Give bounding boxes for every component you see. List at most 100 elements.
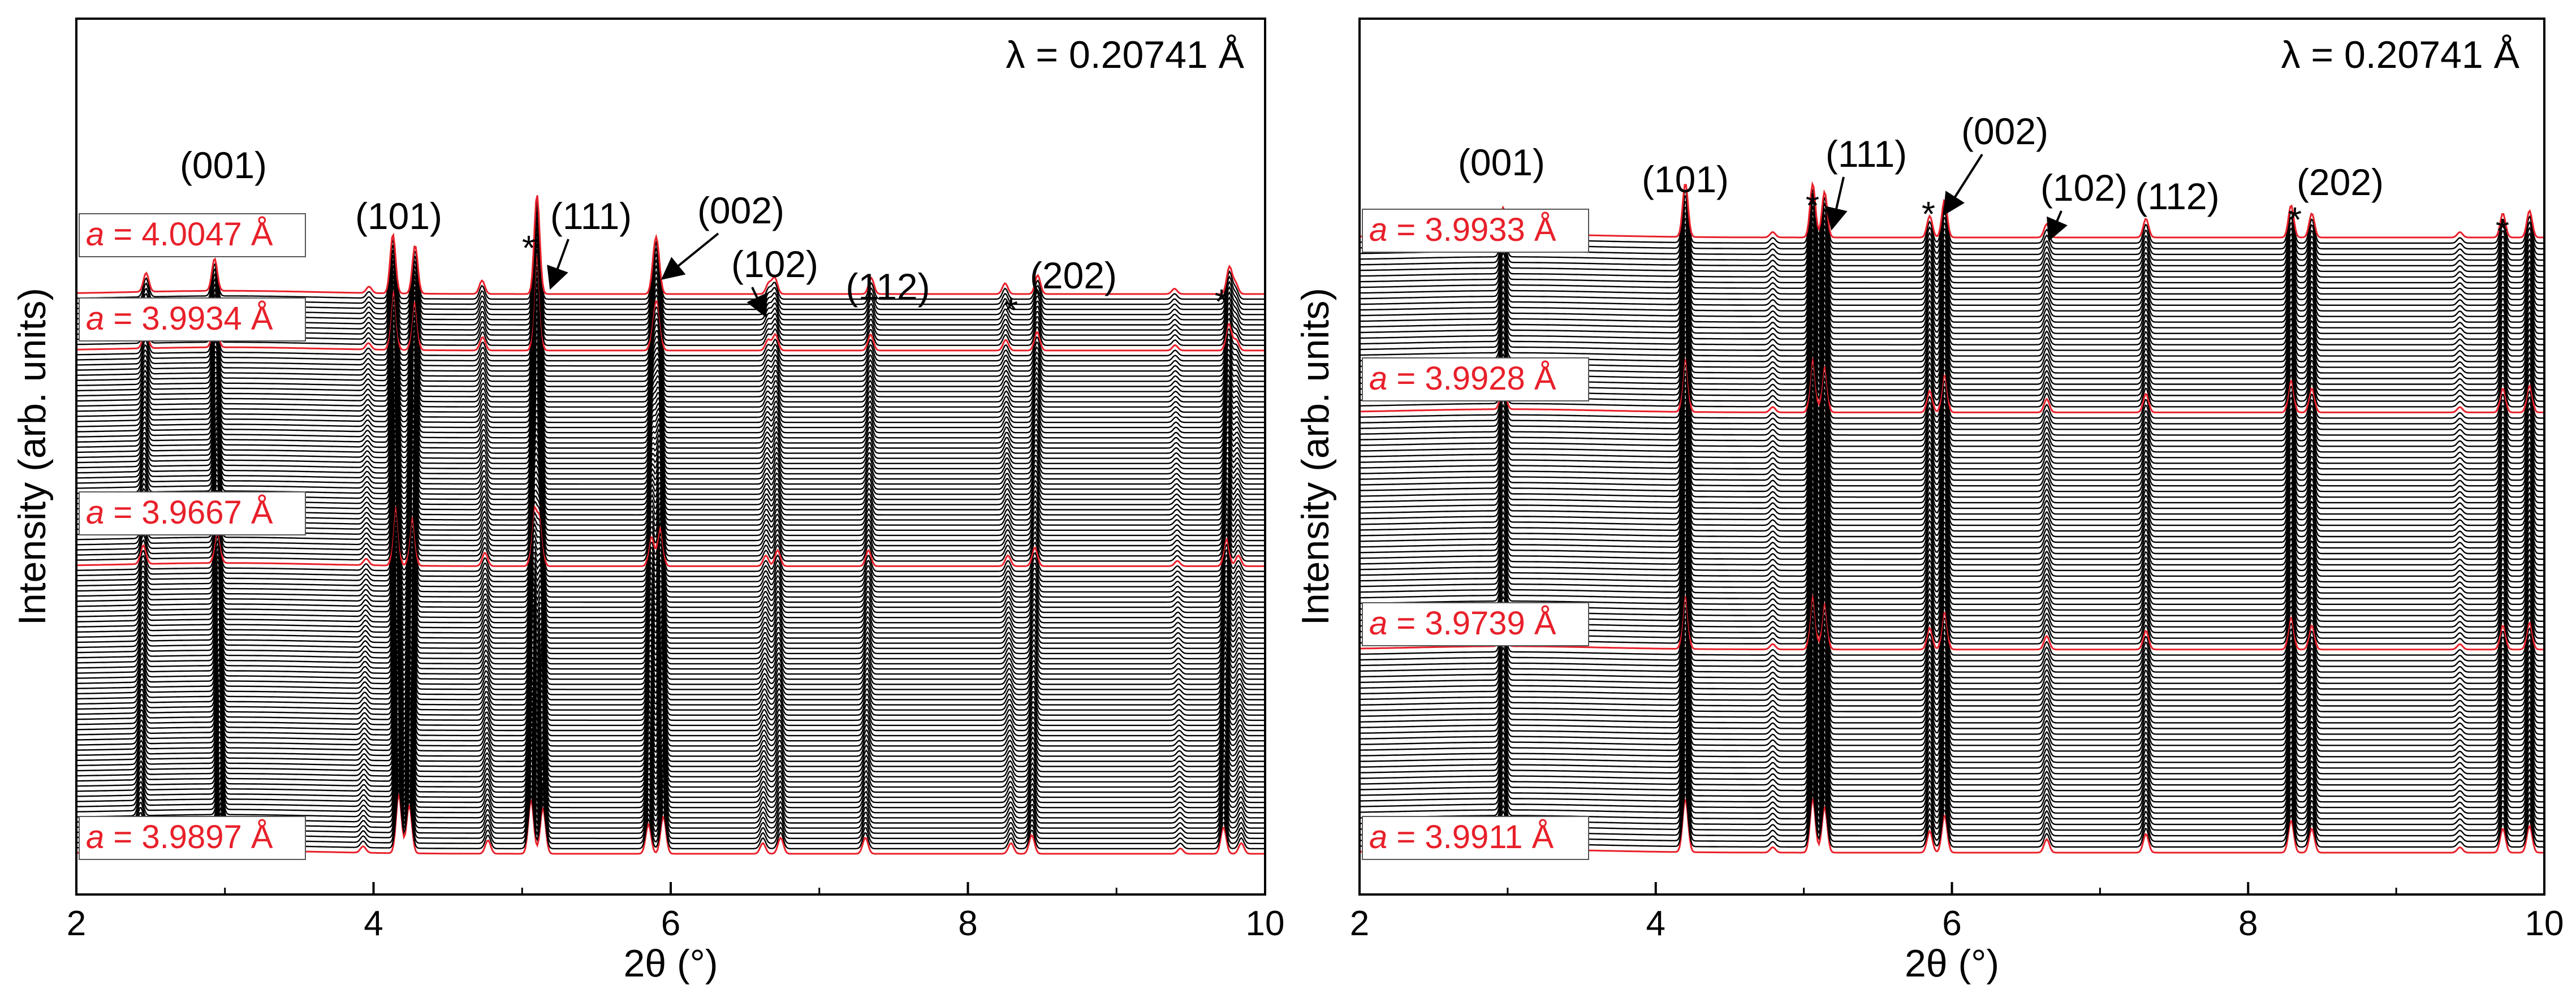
miller-index-label: (001) (1458, 141, 1545, 183)
pattern-trace (76, 200, 1265, 300)
pattern-trace (1360, 277, 2544, 334)
pattern-trace (1360, 548, 2544, 605)
pattern-trace (1360, 447, 2544, 504)
pattern-trace (76, 594, 1265, 654)
pattern-trace (76, 695, 1265, 757)
pattern-trace (76, 531, 1265, 593)
x-tick-label: 10 (2525, 904, 2564, 943)
pattern-trace (1360, 627, 2544, 684)
pattern-trace (76, 403, 1265, 480)
series-label-text: a = 3.9928 Å (1369, 360, 1556, 397)
pattern-trace (76, 701, 1265, 762)
pattern-trace (76, 712, 1265, 772)
pattern-trace (76, 681, 1265, 742)
pattern-trace (1360, 464, 2544, 521)
pattern-trace (1360, 684, 2544, 741)
pattern-trace (76, 310, 1265, 403)
series-label-box: a = 3.9897 Å (79, 816, 306, 860)
series-label-frame (1362, 209, 1589, 253)
pattern-trace (76, 322, 1265, 413)
pattern-trace (76, 366, 1265, 449)
x-tick-label: 10 (1246, 904, 1285, 943)
pattern-trace (76, 689, 1265, 752)
pattern-trace (1360, 244, 2544, 300)
pattern-trace (76, 271, 1265, 367)
pattern-trace (76, 391, 1265, 469)
pattern-trace (1360, 604, 2544, 662)
right-panel-x-ticks: 2 4 6 8 10 (1350, 882, 2564, 943)
pattern-trace (76, 329, 1265, 418)
pattern-trace (76, 584, 1265, 644)
highlighted-pattern-trace (76, 195, 1265, 295)
pattern-trace (1360, 498, 2544, 555)
pattern-trace (1360, 407, 2544, 464)
pattern-trace (76, 718, 1265, 778)
series-label-box: a = 3.9911 Å (1362, 816, 1589, 860)
pattern-trace (76, 625, 1265, 685)
left-panel-x-ticks: 2 4 6 8 10 (67, 882, 1285, 943)
pattern-trace (76, 617, 1265, 680)
miller-index-label: (112) (2135, 175, 2219, 217)
x-tick-label: 8 (958, 904, 977, 943)
pattern-trace (76, 295, 1265, 387)
left-panel-x-axis-label: 2θ (°) (623, 942, 718, 985)
pattern-trace (1360, 531, 2544, 589)
lattice-parameter-value: = 3.9897 Å (104, 819, 273, 855)
pattern-trace (76, 599, 1265, 660)
series-label-box: a = 4.0047 Å (79, 213, 306, 257)
pattern-trace (76, 639, 1265, 701)
pattern-trace (1360, 621, 2544, 678)
pattern-trace (1360, 458, 2544, 515)
pattern-trace (1360, 452, 2544, 509)
lattice-parameter-value: = 4.0047 Å (104, 216, 273, 253)
pattern-trace (76, 645, 1265, 706)
pattern-trace (1360, 390, 2544, 447)
left-panel: a = 4.0047 Åa = 3.9934 Åa = 3.9667 Åa = … (11, 18, 1285, 985)
pattern-trace (76, 397, 1265, 475)
lattice-parameter-symbol: a (86, 494, 104, 531)
pattern-trace (76, 665, 1265, 727)
miller-index-label: (202) (2297, 161, 2384, 203)
annotation-arrow (547, 239, 569, 290)
pattern-trace (1360, 672, 2544, 729)
lattice-parameter-symbol: a (86, 819, 104, 855)
pattern-trace (76, 684, 1265, 747)
pattern-trace (1360, 751, 2544, 809)
pattern-trace (76, 335, 1265, 423)
series-label-frame (1362, 816, 1589, 860)
pattern-trace (76, 516, 1265, 577)
pattern-trace (1360, 757, 2544, 814)
pattern-trace (1360, 515, 2544, 572)
pattern-trace (1360, 509, 2544, 566)
pattern-trace (1360, 503, 2544, 560)
left-panel-wavelength-label: λ = 0.20741 Å (1006, 33, 1244, 76)
pattern-trace (1360, 729, 2544, 786)
pattern-trace (1360, 260, 2544, 317)
pattern-trace (1360, 266, 2544, 323)
pattern-trace (76, 300, 1265, 392)
pattern-trace (1360, 633, 2544, 690)
pattern-trace (76, 561, 1265, 624)
pattern-trace (1360, 227, 2544, 284)
annotation-arrow (1825, 176, 1848, 231)
series-label-text: a = 3.9933 Å (1369, 211, 1556, 248)
highlighted-pattern-trace (76, 254, 1265, 352)
pattern-trace (1360, 418, 2544, 476)
pattern-trace (1360, 486, 2544, 543)
right-panel-traces (1360, 181, 2544, 854)
pattern-trace (1360, 379, 2544, 436)
highlighted-pattern-trace (76, 505, 1265, 567)
pattern-trace (1360, 650, 2544, 707)
pattern-trace (76, 537, 1265, 598)
pattern-trace (76, 260, 1265, 357)
lattice-parameter-symbol: a (1369, 819, 1387, 855)
pattern-trace (76, 266, 1265, 362)
pattern-trace (76, 409, 1265, 485)
pattern-trace (76, 511, 1265, 572)
lattice-parameter-value: = 3.9667 Å (104, 494, 273, 531)
series-label-text: a = 3.9739 Å (1369, 605, 1556, 642)
pattern-trace (1360, 283, 2544, 340)
impurity-marker: * (1004, 291, 1018, 330)
series-label-text: a = 4.0047 Å (86, 216, 273, 253)
